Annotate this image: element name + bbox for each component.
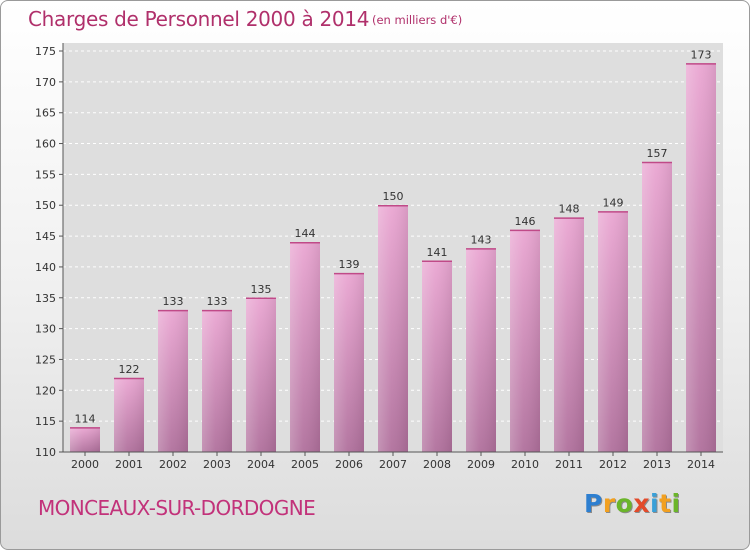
x-tick-label: 2012 (599, 458, 627, 471)
y-tick-label: 165 (35, 107, 56, 120)
chart-title: Charges de Personnel 2000 à 2014 (28, 7, 370, 31)
bar-shading (466, 248, 496, 452)
bar-value-label: 133 (163, 295, 184, 308)
town-name: MONCEAUX-SUR-DORDOGNE (38, 496, 316, 520)
bar-shading (70, 427, 100, 452)
y-tick-label: 140 (35, 261, 56, 274)
bar-shading (598, 211, 628, 452)
y-tick-label: 130 (35, 323, 56, 336)
x-tick-label: 2007 (379, 458, 407, 471)
bar-shading (246, 297, 276, 452)
bar-value-label: 149 (603, 196, 624, 209)
bar-value-label: 146 (515, 215, 536, 228)
x-tick-label: 2005 (291, 458, 319, 471)
y-tick-label: 110 (35, 446, 56, 459)
y-tick-label: 125 (35, 353, 56, 366)
bar-value-label: 133 (207, 295, 228, 308)
y-tick-label: 115 (35, 415, 56, 428)
bar-value-label: 148 (559, 203, 580, 216)
bar-shading (554, 217, 584, 452)
x-tick-label: 2002 (159, 458, 187, 471)
y-tick-label: 170 (35, 76, 56, 89)
x-tick-label: 2009 (467, 458, 495, 471)
x-tick-label: 2010 (511, 458, 539, 471)
x-tick-label: 2001 (115, 458, 143, 471)
x-tick-label: 2003 (203, 458, 231, 471)
bar-shading (158, 310, 188, 452)
bar-value-label: 139 (339, 258, 360, 271)
bar-shading (642, 162, 672, 453)
bar-value-label: 122 (119, 363, 140, 376)
bar-shading (334, 273, 364, 452)
x-tick-label: 2000 (71, 458, 99, 471)
bar-value-label: 143 (471, 233, 492, 246)
bar-value-label: 114 (75, 412, 96, 425)
y-tick-label: 135 (35, 292, 56, 305)
bar-shading (378, 205, 408, 452)
bar-shading (510, 229, 540, 452)
x-tick-label: 2008 (423, 458, 451, 471)
bar-value-label: 150 (383, 190, 404, 203)
bar-value-label: 157 (647, 147, 668, 160)
y-tick-label: 160 (35, 138, 56, 151)
y-tick-label: 120 (35, 384, 56, 397)
bar-value-label: 173 (691, 48, 712, 61)
bar-shading (202, 310, 232, 452)
y-tick-label: 145 (35, 230, 56, 243)
chart-subtitle: (en milliers d'€) (372, 13, 463, 27)
bar-value-label: 144 (295, 227, 316, 240)
bar-shading (290, 242, 320, 452)
bar-value-label: 141 (427, 246, 448, 259)
bar-value-label: 135 (251, 283, 272, 296)
x-tick-label: 2014 (687, 458, 715, 471)
bar-shading (114, 377, 144, 452)
x-tick-label: 2013 (643, 458, 671, 471)
x-tick-label: 2006 (335, 458, 363, 471)
x-tick-label: 2004 (247, 458, 275, 471)
x-tick-label: 2011 (555, 458, 583, 471)
bar-shading (422, 260, 452, 452)
y-tick-label: 150 (35, 199, 56, 212)
y-tick-label: 175 (35, 45, 56, 58)
bar-shading (686, 63, 716, 452)
proxiti-logo: Proxiti (584, 489, 681, 518)
y-tick-label: 155 (35, 168, 56, 181)
